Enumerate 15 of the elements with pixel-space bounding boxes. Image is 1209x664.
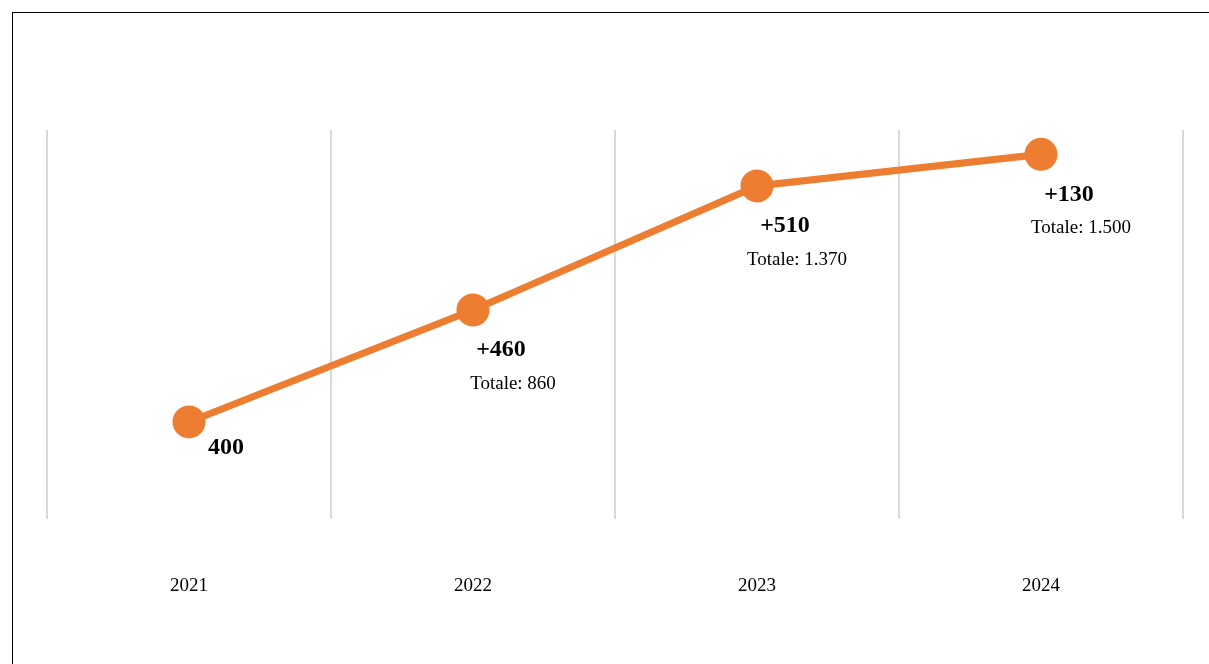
- annotation: +460: [476, 335, 526, 362]
- x-tick-label: 2023: [738, 573, 776, 595]
- x-tick-label: 2024: [1022, 573, 1061, 595]
- x-tick-label: 2021: [170, 573, 208, 595]
- data-label: Totale: 860: [470, 371, 556, 393]
- x-tick-label: 2022: [454, 573, 492, 595]
- data-label: Totale: 1.370: [747, 247, 847, 269]
- point: [740, 169, 774, 203]
- annotation: +510: [760, 211, 810, 238]
- annotation: +130: [1044, 179, 1094, 206]
- point: [172, 405, 206, 439]
- point: [1024, 137, 1058, 171]
- data-label: Totale: 1.500: [1031, 216, 1131, 238]
- data-label: 400: [208, 433, 244, 460]
- point: [456, 293, 490, 327]
